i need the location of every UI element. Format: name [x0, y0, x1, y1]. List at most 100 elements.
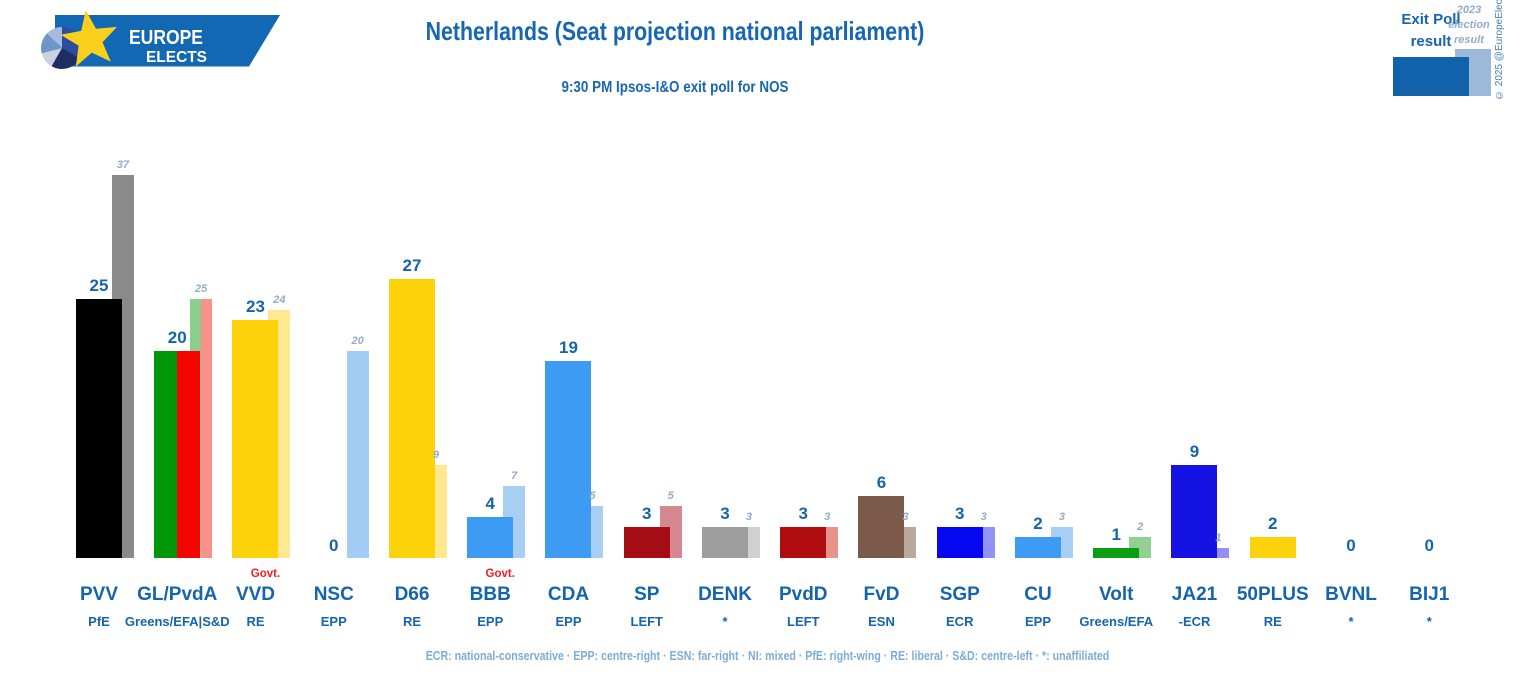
prev-result-value: 3: [824, 510, 831, 523]
exit-poll-value: 3: [642, 503, 652, 523]
group-glossary: ECR: national-conservative · EPP: centre…: [425, 649, 1110, 663]
prev-result-value: 9: [432, 448, 439, 461]
party-column-PVV: 37 25 PVV PfE: [60, 0, 138, 700]
exit-poll-bar: [1249, 537, 1296, 558]
exit-poll-value: 2: [1033, 514, 1043, 534]
party-column-BVNL: 0 BVNL *: [1312, 0, 1390, 700]
exit-poll-bar: [154, 351, 201, 558]
prev-result-value: 7: [511, 469, 518, 482]
exit-poll-bar: [780, 526, 827, 558]
exit-poll-value: 0: [329, 536, 339, 555]
party-column-BIJ1: 0 BIJ1 *: [1390, 0, 1468, 700]
exit-poll-bar: [75, 299, 122, 558]
party-column-50PLUS: 2 50PLUS RE: [1234, 0, 1312, 700]
exit-poll-value: 1: [1111, 524, 1121, 544]
party-name: GL/PvdA: [137, 584, 218, 605]
exit-poll-value: 25: [89, 276, 109, 296]
legend-exit-poll-label: Exit Poll result: [1401, 11, 1461, 50]
exit-poll-bar: [623, 526, 670, 558]
govt-badge: Govt.: [250, 568, 281, 580]
party-column-NSC: 20 0 NSC EPP: [295, 0, 373, 700]
party-name: SP: [634, 584, 660, 605]
party-group: Greens/EFA: [1079, 614, 1154, 629]
party-name: DENK: [698, 584, 752, 605]
party-group: RE: [402, 614, 422, 629]
party-column-PvdD: 3 3 PvdD LEFT: [764, 0, 842, 700]
exit-poll-bar: [858, 495, 905, 558]
party-group: LEFT: [787, 614, 820, 629]
page-title: Netherlands (Seat projection national pa…: [425, 16, 925, 46]
party-name: PvdD: [778, 584, 828, 605]
exit-poll-bar: [1014, 537, 1061, 558]
party-name: JA21: [1171, 584, 1218, 605]
exit-poll-value: 9: [1189, 441, 1200, 461]
party-column-Volt: 2 1 Volt Greens/EFA: [1077, 0, 1155, 700]
prev-result-value: 5: [589, 490, 596, 503]
party-group: *: [1348, 614, 1354, 629]
exit-poll-bar: [388, 278, 435, 558]
prev-result-value: 1: [1215, 531, 1222, 544]
party-group: -ECR: [1178, 614, 1211, 629]
party-name: D66: [394, 584, 430, 605]
prev-result-value: 3: [1058, 510, 1065, 523]
europe-elects-logo: EUROPE ELECTS: [41, 10, 280, 70]
exit-poll-value: 2: [1268, 514, 1278, 534]
party-column-CDA: 5 19 CDA EPP: [529, 0, 607, 700]
party-group: ESN: [868, 614, 895, 629]
party-column-JA21: 1 9 JA21 -ECR: [1155, 0, 1233, 700]
exit-poll-value: 0: [1346, 536, 1356, 555]
party-group: LEFT: [630, 614, 664, 629]
party-group: EPP: [477, 614, 504, 629]
star-icon: [60, 10, 117, 67]
prev-result-value: 3: [980, 510, 987, 523]
party-column-SGP: 3 3 SGP ECR: [921, 0, 999, 700]
exit-poll-value: 4: [485, 493, 495, 513]
exit-poll-value: 3: [720, 503, 730, 523]
party-group: RE: [246, 614, 265, 629]
party-column-BBB: 7 4 Govt. BBB EPP: [451, 0, 529, 700]
exit-poll-value: 20: [167, 328, 187, 347]
logo-text-elects: ELECTS: [146, 49, 207, 66]
prev-result-value: 3: [902, 510, 909, 523]
exit-poll-value: 0: [1424, 536, 1434, 555]
party-name: FvD: [863, 584, 900, 605]
party-group: EPP: [320, 614, 347, 629]
exit-poll-bar: [936, 526, 983, 558]
pie-chart-icon: [41, 26, 84, 70]
page-subtitle: 9:30 PM Ipsos-I&O exit poll for NOS: [561, 79, 789, 96]
party-group: *: [722, 614, 728, 629]
prev-result-value: 2: [1137, 521, 1144, 534]
exit-poll-bar: [232, 319, 279, 558]
exit-poll-value: 3: [798, 503, 808, 523]
legend-2023-result-label: 2023 election result: [1448, 4, 1490, 46]
party-name: CDA: [547, 584, 590, 605]
party-column-D66: 9 27 D66 RE: [373, 0, 451, 700]
party-name: Volt: [1099, 584, 1134, 605]
govt-badge: Govt.: [485, 568, 515, 580]
exit-poll-bar: [467, 516, 514, 558]
exit-poll-bar: [1171, 464, 1218, 558]
legend-exit-poll-swatch: [1393, 57, 1469, 96]
prev-result-bar: [346, 351, 369, 558]
party-group: Greens/EFA|S&D: [124, 614, 230, 629]
party-name: SGP: [939, 584, 980, 605]
party-name: BVNL: [1325, 584, 1377, 605]
party-column-DENK: 3 3 DENK *: [686, 0, 764, 700]
party-group: RE: [1263, 614, 1282, 629]
party-column-CU: 3 2 CU EPP: [999, 0, 1077, 700]
party-name: BBB: [469, 584, 511, 605]
prev-result-value: 37: [116, 159, 129, 172]
party-group: PfE: [88, 614, 110, 629]
party-group: ECR: [946, 614, 974, 629]
exit-poll-bar: [701, 526, 748, 558]
prev-result-value: 5: [667, 490, 674, 503]
prev-result-value: 3: [745, 510, 752, 523]
party-column-SP: 5 3 SP LEFT: [608, 0, 686, 700]
prev-result-value: 24: [273, 293, 286, 306]
exit-poll-value: 19: [559, 338, 578, 358]
party-name: VVD: [235, 584, 276, 605]
party-column-FvD: 3 6 FvD ESN: [842, 0, 920, 700]
party-name: CU: [1024, 584, 1052, 605]
